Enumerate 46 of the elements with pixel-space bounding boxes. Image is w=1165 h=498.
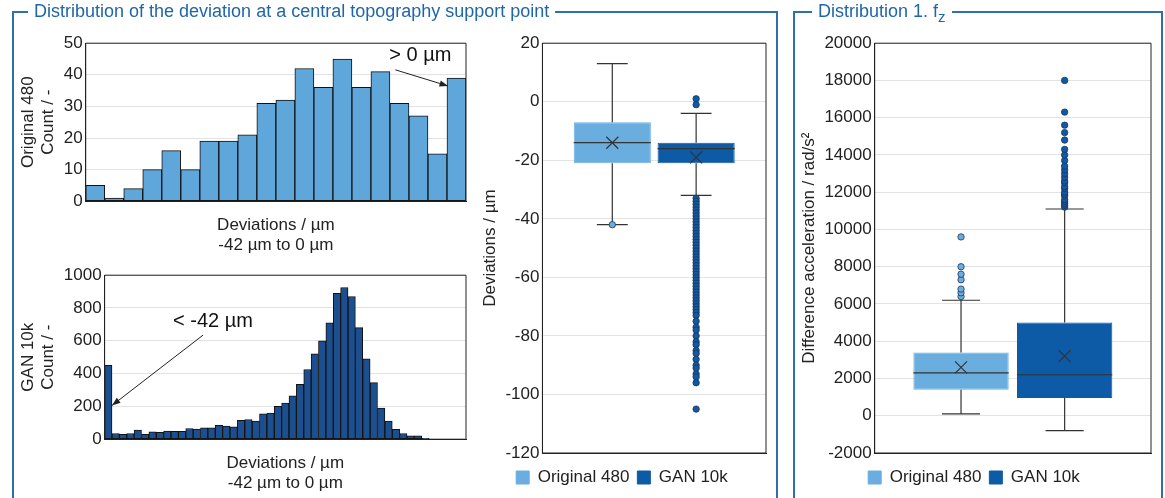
y-tick-label: 0 <box>73 190 83 210</box>
y-tick-label: 10000 <box>824 219 872 239</box>
y-tick-label: 20000 <box>824 32 872 52</box>
chart-title: Distribution of the deviation at a central topography support point <box>28 0 556 22</box>
x-axis-title: Deviations / µm -42 µm to 0 µm <box>217 215 335 255</box>
legend-label: GAN 10k <box>1010 467 1081 487</box>
y-tick-label: 0 <box>862 405 872 425</box>
y-tick-label: 18000 <box>824 70 872 90</box>
legend-label: Original 480 <box>537 467 630 487</box>
y-tick-label: 20 <box>520 32 540 52</box>
y-axis-title: Deviations / µm <box>479 189 499 307</box>
y-tick-label: 20 <box>63 127 83 147</box>
y-tick-label: 200 <box>73 396 102 416</box>
y-tick-label: -2000 <box>828 442 872 462</box>
y-tick-label: 0 <box>529 91 540 111</box>
y-tick-label: 400 <box>73 363 102 383</box>
y-tick-label: 4000 <box>833 330 872 350</box>
y-tick-label: 0 <box>92 428 102 448</box>
y-tick-label: 30 <box>63 96 83 116</box>
y-tick-label: 600 <box>73 330 102 350</box>
y-tick-label: 6000 <box>833 293 872 313</box>
y-tick-label: 14000 <box>824 144 872 164</box>
y-axis-title: Original 480 Count / - <box>17 76 58 169</box>
y-tick-label: 2000 <box>833 368 872 388</box>
x-axis-title: Deviations / µm -42 µm to 0 µm <box>226 453 345 493</box>
annotation: > 0 µm <box>389 43 452 66</box>
legend-label: Original 480 <box>889 467 982 487</box>
y-axis-title: GAN 10k Count / - <box>17 322 58 392</box>
y-tick-label: -60 <box>514 267 540 287</box>
legend-label: GAN 10k <box>658 467 729 487</box>
y-tick-label: -40 <box>514 208 540 228</box>
y-tick-label: 8000 <box>833 256 872 276</box>
y-tick-label: -80 <box>514 325 540 345</box>
y-tick-label: 1000 <box>63 264 102 284</box>
y-tick-label: -120 <box>505 442 540 462</box>
y-tick-label: -20 <box>514 149 540 169</box>
y-tick-label: -100 <box>505 384 540 404</box>
annotation: < -42 µm <box>173 308 253 331</box>
y-axis-title: Difference acceleration / rad/s² <box>798 132 818 364</box>
y-tick-label: 800 <box>73 297 102 317</box>
y-tick-label: 10 <box>63 159 83 179</box>
y-tick-label: 40 <box>63 64 83 84</box>
y-tick-label: 16000 <box>824 107 872 127</box>
y-tick-label: 12000 <box>824 181 872 201</box>
chart-title: Distribution 1. f$_{z}$ <box>812 0 952 28</box>
y-tick-label: 50 <box>63 32 83 52</box>
